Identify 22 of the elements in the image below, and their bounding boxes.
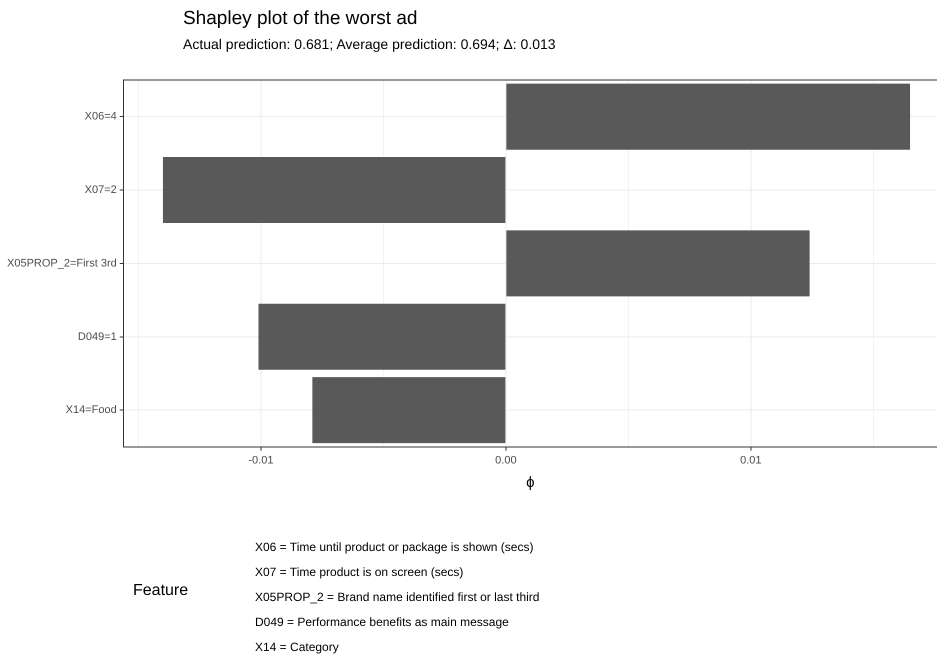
bar (312, 377, 506, 444)
y-tick-label: X14=Food (66, 404, 117, 416)
y-tick-label: X07=2 (84, 184, 117, 196)
text: X05PROP_2 = Brand name identified first or last third (255, 589, 540, 606)
bar (506, 84, 910, 150)
text: D049 = Performance benefits as main message (255, 614, 510, 631)
x-tick-label: 0.00 (495, 454, 517, 466)
chart-title: Shapley plot of the worst ad (183, 8, 418, 30)
bar (162, 157, 506, 224)
chart-subtitle: Actual prediction: 0.681; Average prediction: 0.694; Δ: 0.013 (183, 36, 556, 52)
text: X06 = Time until product or package is shown (secs) (255, 539, 534, 556)
text: X07 = Time product is on screen (secs) (255, 564, 464, 581)
x-axis-title: ϕ (526, 474, 535, 492)
y-tick-label: X05PROP_2=First 3rd (6, 257, 117, 270)
y-tick-label: X06=4 (84, 110, 117, 123)
bar (506, 230, 810, 296)
x-tick-label: -0.01 (248, 454, 274, 466)
text: X14 = Category (255, 639, 340, 656)
legend-title: Feature (133, 582, 188, 600)
bar (258, 304, 506, 370)
x-tick-label: 0.01 (740, 454, 762, 466)
y-tick-label: D049=1 (78, 330, 117, 343)
